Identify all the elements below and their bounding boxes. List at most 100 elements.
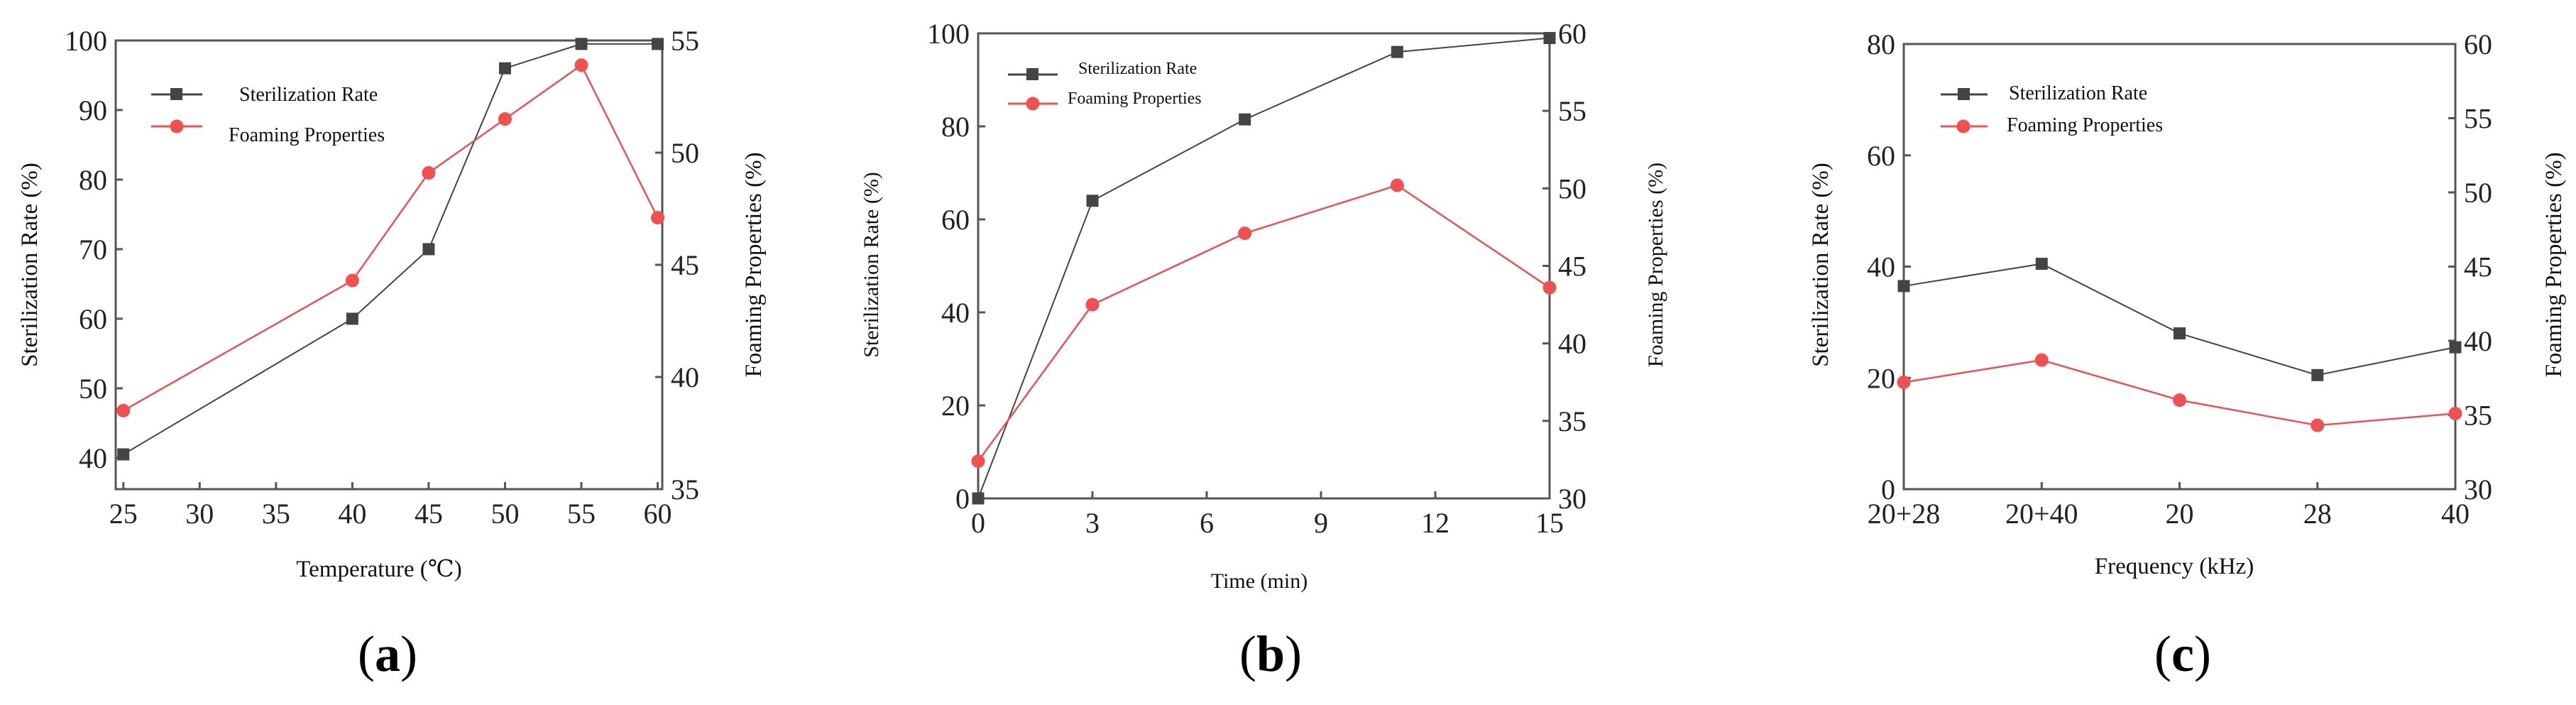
x-tick-label: 15 (1535, 507, 1564, 539)
x-tick-label: 25 (109, 498, 138, 530)
y2-tick-labels: 30 35 40 45 50 55 60 (2464, 28, 2492, 505)
data-point-sterilization-rate (422, 243, 435, 256)
x-tick-label: 30 (185, 498, 214, 530)
data-point-foaming-properties (651, 211, 665, 225)
data-point-sterilization-rate (1391, 45, 1403, 58)
y2-tick-label: 30 (1558, 483, 1586, 515)
x-tick-label: 40 (338, 498, 366, 530)
x-tick-label: 50 (490, 498, 519, 530)
data-point-sterilization-rate (1239, 113, 1251, 126)
y-tick-label: 80 (1867, 28, 1895, 60)
data-point-sterilization-rate (972, 492, 985, 505)
data-point-sterilization-rate (575, 38, 588, 50)
y-tick-label: 40 (1867, 251, 1895, 283)
x-tick-label: 20 (2166, 498, 2194, 530)
y-tick-label: 100 (65, 25, 107, 57)
panel-letter: b (1256, 625, 1285, 682)
legend-marker-sterilization (170, 88, 182, 100)
series-line-sterilization-rate (123, 43, 658, 455)
y-tick-label: 50 (79, 373, 107, 405)
y2-tick-label: 35 (2464, 400, 2492, 432)
legend-marker-foaming (170, 119, 184, 133)
y2-tick-label: 40 (1558, 328, 1586, 360)
y2-axis-label: Foaming Properties (%) (741, 152, 767, 377)
series-group (116, 38, 665, 461)
y-tick-label: 40 (79, 442, 107, 474)
x-axis-label: Time (min) (1211, 569, 1308, 593)
y-axis-label: Sterilization Rate (%) (860, 172, 883, 358)
plot-frame (1902, 43, 2457, 491)
y-tick-label: 80 (79, 164, 107, 196)
legend: Sterilization Rate Foaming Properties (151, 84, 385, 146)
legend-label-foaming: Foaming Properties (229, 124, 385, 146)
y-tick-label: 80 (941, 111, 970, 143)
x-tick-label: 28 (2303, 498, 2332, 530)
x-tick-label: 6 (1200, 507, 1214, 539)
y-tick-label: 60 (79, 303, 107, 335)
y2-axis-label: Foaming Properties (%) (1644, 163, 1667, 367)
data-point-sterilization-rate (498, 62, 511, 75)
series-group (971, 32, 1557, 505)
y2-tick-label: 50 (671, 137, 699, 169)
y2-tick-label: 30 (2464, 474, 2492, 505)
axis-ticks (977, 32, 1551, 500)
legend-label-foaming: Foaming Properties (1068, 89, 1202, 108)
plot-frame (114, 39, 664, 491)
x-tick-label: 12 (1421, 507, 1449, 539)
data-point-foaming-properties (1542, 280, 1557, 295)
y-tick-label: 60 (941, 204, 970, 236)
x-tick-labels: 20+28 20+40 20 28 40 (1868, 498, 2470, 530)
y2-tick-label: 45 (1558, 251, 1586, 283)
x-tick-label: 20+28 (1868, 498, 1941, 530)
x-tick-label: 45 (415, 498, 443, 530)
y2-tick-label: 55 (1558, 95, 1586, 127)
data-point-sterilization-rate (346, 312, 358, 325)
x-tick-label: 35 (262, 498, 290, 530)
data-point-sterilization-rate (2449, 341, 2462, 354)
y2-tick-label: 55 (671, 25, 699, 57)
legend-marker-foaming (1026, 97, 1040, 111)
y2-tick-label: 45 (2464, 251, 2492, 283)
legend-marker-sterilization (1958, 88, 1970, 100)
data-point-foaming-properties (1897, 376, 1911, 390)
legend-label-sterilization: Sterilization Rate (1078, 60, 1197, 78)
y2-tick-label: 40 (671, 361, 699, 393)
y-tick-label: 20 (1867, 362, 1895, 394)
data-point-sterilization-rate (652, 38, 664, 50)
panel-letter: a (375, 625, 400, 682)
x-tick-labels: 25 30 35 40 45 50 55 60 (109, 498, 672, 530)
panel-label-b: (b) (1239, 625, 1302, 682)
data-point-sterilization-rate (2311, 368, 2324, 381)
data-point-foaming-properties (1390, 178, 1404, 192)
data-point-foaming-properties (2034, 353, 2049, 367)
data-point-foaming-properties (116, 403, 131, 417)
y-tick-labels: 0 20 40 60 80 100 (927, 18, 970, 515)
panel-b: 0 3 6 9 12 15 0 20 40 60 80 100 30 35 40 45 50 55 60 Ste… (860, 18, 1667, 682)
legend: Sterilization Rate Foaming Properties (1941, 82, 2163, 136)
axis-ticks (1902, 43, 2457, 491)
data-point-foaming-properties (1238, 226, 1252, 241)
legend-label-sterilization: Sterilization Rate (2009, 82, 2147, 104)
y-tick-label: 20 (941, 390, 970, 422)
series-line-foaming-properties (123, 63, 659, 412)
series-line-foaming-properties (1903, 359, 2456, 427)
series-line-sterilization-rate (977, 37, 1550, 499)
data-point-foaming-properties (498, 112, 512, 126)
y2-tick-label: 45 (671, 249, 699, 281)
data-point-sterilization-rate (1543, 32, 1556, 45)
panel-letter: c (2171, 625, 2194, 682)
y2-axis-label: Foaming Properties (%) (2541, 152, 2567, 377)
data-point-sterilization-rate (2174, 327, 2186, 340)
x-axis-label: Frequency (kHz) (2095, 554, 2254, 579)
panel-label-a: (a) (358, 625, 417, 682)
legend-marker-foaming (1956, 119, 1971, 133)
legend-marker-sterilization (1026, 68, 1038, 80)
axis-ticks (116, 39, 662, 491)
x-tick-label: 20+40 (2005, 498, 2078, 530)
data-point-foaming-properties (2173, 393, 2186, 408)
y2-tick-label: 40 (2464, 325, 2492, 357)
y2-tick-label: 60 (1558, 18, 1586, 50)
legend: Sterilization Rate Foaming Properties (1008, 60, 1202, 111)
y-tick-label: 90 (79, 94, 107, 126)
